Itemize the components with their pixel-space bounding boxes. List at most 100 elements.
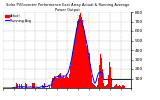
Bar: [96, 87, 97, 88]
Bar: [55, 78, 56, 88]
Bar: [110, 68, 111, 88]
Bar: [114, 86, 115, 88]
Bar: [81, 17, 82, 88]
Bar: [108, 71, 109, 88]
Bar: [77, 21, 78, 88]
Bar: [87, 45, 88, 88]
Bar: [106, 85, 107, 88]
Bar: [99, 65, 100, 88]
Bar: [101, 60, 102, 88]
Bar: [95, 87, 96, 88]
Bar: [75, 35, 76, 88]
Bar: [68, 78, 69, 88]
Bar: [80, 13, 81, 88]
Bar: [121, 87, 122, 88]
Bar: [27, 84, 28, 88]
Bar: [59, 74, 60, 88]
Bar: [43, 83, 44, 88]
Bar: [58, 75, 59, 88]
Bar: [93, 84, 94, 88]
Bar: [89, 53, 90, 88]
Bar: [102, 73, 103, 88]
Legend: Actual, Running Avg: Actual, Running Avg: [5, 14, 31, 23]
Bar: [54, 76, 55, 88]
Bar: [90, 64, 91, 88]
Bar: [104, 86, 105, 88]
Bar: [67, 78, 68, 88]
Bar: [78, 19, 79, 88]
Bar: [52, 78, 53, 88]
Bar: [25, 83, 26, 88]
Bar: [101, 58, 102, 88]
Bar: [17, 84, 18, 88]
Bar: [88, 56, 89, 88]
Bar: [57, 78, 58, 88]
Bar: [122, 84, 123, 88]
Bar: [83, 26, 84, 88]
Bar: [64, 78, 65, 88]
Bar: [100, 49, 101, 88]
Title: Solar PV/Inverter Performance East Array Actual & Running Average Power Output: Solar PV/Inverter Performance East Array…: [5, 3, 129, 12]
Bar: [60, 73, 61, 88]
Bar: [26, 84, 27, 88]
Bar: [100, 54, 101, 88]
Bar: [103, 80, 104, 88]
Bar: [51, 86, 52, 88]
Bar: [86, 46, 87, 88]
Bar: [109, 59, 110, 88]
Bar: [61, 77, 62, 88]
Bar: [112, 87, 113, 88]
Bar: [56, 78, 57, 88]
Bar: [38, 87, 39, 88]
Bar: [93, 84, 94, 88]
Bar: [110, 67, 111, 88]
Bar: [33, 83, 34, 88]
Bar: [98, 78, 99, 88]
Bar: [94, 84, 95, 88]
Bar: [95, 86, 96, 88]
Bar: [84, 34, 85, 88]
Bar: [105, 86, 106, 88]
Bar: [22, 87, 23, 88]
Bar: [63, 76, 64, 88]
Bar: [70, 66, 71, 88]
Bar: [113, 87, 114, 88]
Bar: [120, 86, 121, 88]
Bar: [79, 15, 80, 88]
Bar: [116, 84, 117, 88]
Bar: [107, 84, 108, 88]
Bar: [32, 83, 33, 88]
Bar: [74, 42, 75, 88]
Bar: [62, 77, 63, 88]
Bar: [115, 85, 116, 88]
Bar: [43, 86, 44, 88]
Bar: [65, 77, 66, 88]
Bar: [73, 48, 74, 88]
Bar: [34, 83, 35, 88]
Bar: [103, 84, 104, 88]
Bar: [49, 86, 50, 88]
Bar: [42, 86, 43, 88]
Bar: [92, 83, 93, 88]
Bar: [71, 61, 72, 88]
Bar: [108, 75, 109, 88]
Bar: [66, 74, 67, 88]
Bar: [124, 86, 125, 88]
Bar: [87, 32, 88, 88]
Bar: [76, 28, 77, 88]
Bar: [21, 84, 22, 88]
Bar: [109, 62, 110, 88]
Bar: [42, 85, 43, 88]
Bar: [102, 69, 103, 88]
Bar: [19, 84, 20, 88]
Bar: [44, 83, 45, 88]
Bar: [91, 75, 92, 88]
Bar: [111, 78, 112, 88]
Bar: [53, 78, 54, 88]
Bar: [85, 38, 86, 88]
Bar: [111, 81, 112, 88]
Bar: [123, 85, 124, 88]
Bar: [97, 85, 98, 88]
Bar: [92, 86, 93, 88]
Bar: [72, 52, 73, 88]
